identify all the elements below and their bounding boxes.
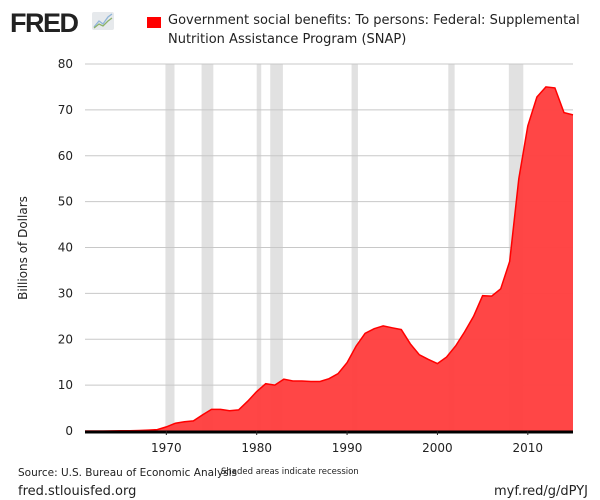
series-line (85, 86, 574, 432)
y-tick-label: 70 (58, 103, 73, 117)
legend-series-label: Government social benefits: To persons: … (168, 13, 580, 47)
line-chart-icon (92, 12, 114, 30)
fred-logo[interactable]: FRED (10, 8, 79, 38)
x-tick-label: 2000 (422, 441, 453, 455)
recession-note: Shaded areas indicate recession (221, 467, 359, 477)
y-tick-label: 0 (65, 424, 73, 438)
x-tick-label: 1970 (151, 441, 182, 455)
short-url-link[interactable]: myf.red/g/dPYJ (493, 484, 588, 499)
x-tick-label: 2010 (513, 441, 544, 455)
source-note: Source: U.S. Bureau of Economic Analysis (18, 467, 238, 479)
x-tick-label: 1980 (241, 441, 272, 455)
y-axis-label: Billions of Dollars (16, 196, 30, 300)
y-tick-label: 10 (58, 378, 73, 392)
y-tick-label: 60 (58, 149, 73, 163)
series-area (85, 86, 573, 432)
x-tick-label: 1990 (332, 441, 363, 455)
y-tick-label: 40 (58, 241, 73, 255)
y-tick-label: 80 (58, 57, 73, 71)
y-tick-label: 20 (58, 332, 73, 346)
y-tick-label: 30 (58, 286, 73, 300)
legend-swatch (147, 17, 161, 28)
site-link[interactable]: fred.stlouisfed.org (18, 484, 137, 499)
y-tick-label: 50 (58, 195, 73, 209)
